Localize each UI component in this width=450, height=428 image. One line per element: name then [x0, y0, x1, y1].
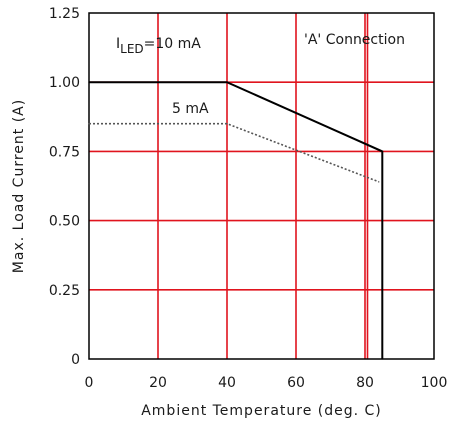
- tick-labels: 0 20 40 60 80 100 0 0.25 0.50 0.75 1.00 1.25: [49, 6, 448, 391]
- x-tick-label: 20: [149, 375, 167, 391]
- series-label-10ma: ILED=10 mA: [116, 36, 201, 56]
- iled-subscript: LED: [120, 42, 144, 56]
- series-line-5ma: [89, 122, 380, 183]
- x-tick-label: 40: [218, 375, 236, 391]
- series-label-5ma: 5 mA: [172, 101, 209, 117]
- y-tick-label: 0.75: [49, 144, 80, 160]
- data-point-10ma: [381, 358, 383, 360]
- y-tick-label: 0.25: [49, 283, 80, 299]
- x-tick-label: 0: [85, 375, 94, 391]
- iled-symbol: I: [116, 36, 120, 52]
- grid: [89, 13, 434, 359]
- data-point-10ma: [88, 81, 90, 83]
- y-tick-label: 1.25: [49, 6, 80, 22]
- x-tick-label: 60: [287, 375, 305, 391]
- iled-value: =10 mA: [144, 36, 202, 52]
- y-tick-label: 0: [71, 352, 80, 368]
- x-tick-label: 100: [421, 375, 448, 391]
- data-point-5ma: [88, 123, 90, 125]
- x-tick-label: 80: [356, 375, 374, 391]
- x-axis-title: Ambient Temperature (deg. C): [141, 403, 382, 419]
- series-layer: [88, 81, 384, 360]
- y-axis-title: Max. Load Current (A): [11, 99, 27, 273]
- y-tick-label: 1.00: [49, 75, 80, 91]
- data-point-10ma: [226, 81, 228, 83]
- series-line-10ma: [89, 81, 384, 359]
- y-tick-label: 0.50: [49, 214, 80, 230]
- connection-label: 'A' Connection: [304, 32, 405, 48]
- plot-frame: [88, 12, 435, 360]
- data-point-5ma: [378, 181, 380, 183]
- data-point-10ma: [381, 150, 383, 152]
- data-point-5ma: [226, 123, 228, 125]
